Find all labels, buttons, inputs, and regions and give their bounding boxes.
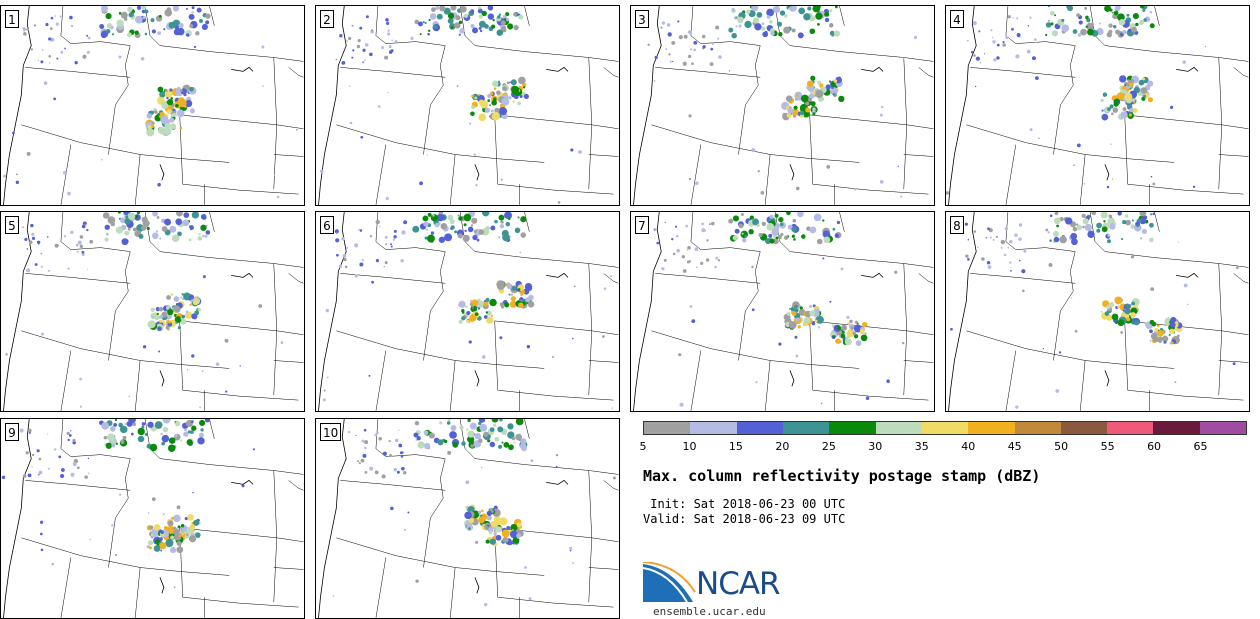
colorbar-segment: [1060, 422, 1108, 434]
colorbar-tick-label: 10: [682, 440, 697, 453]
reflectivity-map: [948, 212, 1249, 411]
ensemble-member-map: 1: [0, 5, 305, 206]
colorbar-tick-label: 35: [914, 440, 929, 453]
colorbar-tick-label: 60: [1147, 440, 1162, 453]
reflectivity-map: [318, 212, 619, 411]
valid-time: Valid: Sat 2018-06-23 09 UTC: [643, 512, 846, 526]
member-label: 4: [950, 10, 964, 28]
colorbar-tick-label: 15: [728, 440, 743, 453]
colorbar-tick-label: 55: [1100, 440, 1115, 453]
colorbar-tick-label: 25: [821, 440, 836, 453]
colorbar-ticks: 5 10 15 20 25 30 35 40 45 50 55 60 65: [639, 440, 1247, 454]
member-label: 2: [320, 10, 334, 28]
reflectivity-map: [3, 6, 304, 205]
member-label: 6: [320, 216, 334, 234]
ncar-logo-icon: [643, 562, 696, 603]
colorbar-segment: [921, 422, 969, 434]
reflectivity-map: [1, 419, 304, 618]
ensemble-member-map: 10: [315, 418, 620, 619]
colorbar-segment: [875, 422, 922, 434]
member-label: 10: [320, 423, 342, 441]
figure-title: Max. column reflectivity postage stamp (…: [643, 467, 1041, 485]
colorbar-tick-label: 20: [775, 440, 790, 453]
colorbar-tick-label: 40: [961, 440, 976, 453]
reflectivity-map: [946, 6, 1249, 205]
ensemble-member-map: 5: [0, 211, 305, 412]
init-time: Init: Sat 2018-06-23 00 UTC: [643, 497, 846, 511]
ensemble-member-map: 4: [945, 5, 1250, 206]
colorbar-segment: [829, 422, 876, 434]
colorbar-segment: [736, 422, 783, 434]
colorbar-segment: [1014, 422, 1061, 434]
reflectivity-map: [318, 6, 619, 205]
colorbar-segment: [1199, 422, 1247, 434]
colorbar-tick-label: 30: [868, 440, 883, 453]
ensemble-member-map: 2: [315, 5, 620, 206]
member-label: 8: [950, 216, 964, 234]
ensemble-member-map: 8: [945, 211, 1250, 412]
ensemble-member-map: 7: [630, 211, 935, 412]
reflectivity-colorbar: [643, 421, 1247, 435]
site-url[interactable]: ensemble.ucar.edu: [653, 605, 766, 618]
ncar-logo-text: NCAR: [696, 566, 781, 602]
reflectivity-map: [633, 212, 934, 411]
member-label: 1: [5, 10, 19, 28]
colorbar-segment: [644, 422, 691, 434]
member-label: 5: [5, 216, 19, 234]
colorbar-tick-label: 45: [1007, 440, 1022, 453]
colorbar-segment: [1153, 422, 1200, 434]
colorbar-tick-label: 65: [1193, 440, 1208, 453]
reflectivity-map: [3, 212, 304, 411]
reflectivity-map: [633, 6, 934, 205]
reflectivity-map: [318, 419, 619, 618]
colorbar-segment: [690, 422, 737, 434]
ensemble-member-map: 3: [630, 5, 935, 206]
colorbar-segment: [782, 422, 830, 434]
member-label: 3: [635, 10, 649, 28]
colorbar-segment: [968, 422, 1015, 434]
member-label: 9: [5, 423, 19, 441]
colorbar-tick-label: 5: [639, 440, 647, 453]
member-label: 7: [635, 216, 649, 234]
ensemble-member-map: 6: [315, 211, 620, 412]
colorbar-tick-label: 50: [1054, 440, 1069, 453]
colorbar-segment: [1107, 422, 1154, 434]
ensemble-member-map: 9: [0, 418, 305, 619]
